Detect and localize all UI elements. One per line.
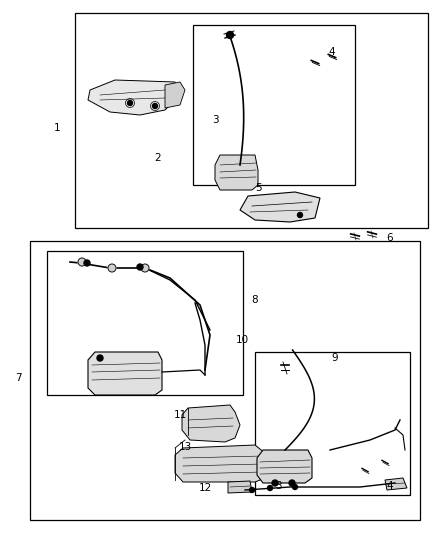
Text: 12: 12: [198, 483, 212, 493]
Polygon shape: [165, 82, 185, 108]
Polygon shape: [385, 478, 407, 490]
Text: 13: 13: [178, 442, 192, 452]
Circle shape: [108, 264, 116, 272]
Polygon shape: [88, 352, 162, 395]
Text: 2: 2: [155, 153, 161, 163]
Circle shape: [268, 486, 272, 490]
Circle shape: [78, 258, 86, 266]
Circle shape: [84, 260, 90, 266]
Polygon shape: [228, 481, 252, 493]
Circle shape: [272, 480, 278, 486]
Circle shape: [97, 355, 103, 361]
Circle shape: [297, 213, 303, 217]
Text: 4: 4: [328, 47, 336, 57]
Circle shape: [289, 480, 295, 486]
Text: 11: 11: [173, 410, 187, 420]
Circle shape: [293, 484, 297, 489]
Text: 10: 10: [236, 335, 248, 345]
Polygon shape: [257, 450, 312, 483]
Circle shape: [141, 264, 149, 272]
Circle shape: [127, 101, 133, 106]
Circle shape: [250, 488, 254, 492]
Polygon shape: [88, 80, 180, 115]
Circle shape: [226, 31, 233, 38]
Text: 8: 8: [252, 295, 258, 305]
Text: 6: 6: [387, 233, 393, 243]
Bar: [47, 251, 243, 395]
Text: 5: 5: [254, 183, 261, 193]
Bar: [255, 352, 410, 495]
Circle shape: [152, 103, 158, 109]
Text: 1: 1: [54, 123, 60, 133]
Text: 9: 9: [332, 353, 338, 363]
Text: 3: 3: [275, 481, 281, 491]
Bar: [30, 241, 420, 520]
Polygon shape: [215, 155, 258, 190]
Polygon shape: [182, 405, 240, 442]
Polygon shape: [240, 192, 320, 222]
Text: 3: 3: [212, 115, 218, 125]
Circle shape: [137, 264, 143, 270]
Bar: [193, 25, 355, 185]
Bar: [75, 13, 428, 228]
Polygon shape: [175, 445, 270, 482]
Text: 7: 7: [15, 373, 21, 383]
Text: 4: 4: [387, 481, 393, 491]
